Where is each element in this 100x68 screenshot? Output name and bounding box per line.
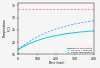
On Fans + possible	[17, 49, 19, 50]
Safety temperature	[42, 8, 44, 9]
X-axis label: Time (min): Time (min)	[48, 61, 64, 65]
Natural convection	[17, 49, 19, 50]
On Fans + possible	[72, 24, 74, 25]
Line: On Fans + possible: On Fans + possible	[18, 21, 94, 50]
Natural convection	[27, 44, 28, 45]
Safety temperature	[17, 8, 19, 9]
Legend: Natural convection, On Fans + possible, Safety temperature: Natural convection, On Fans + possible, …	[66, 47, 93, 53]
Safety temperature	[27, 8, 28, 9]
Natural convection	[94, 30, 95, 31]
Safety temperature	[48, 8, 49, 9]
On Fans + possible	[27, 42, 28, 43]
Natural convection	[48, 37, 49, 38]
Safety temperature	[94, 8, 95, 9]
Natural convection	[72, 32, 74, 33]
On Fans + possible	[73, 24, 74, 25]
On Fans + possible	[94, 20, 95, 21]
On Fans + possible	[42, 34, 44, 35]
Natural convection	[73, 32, 74, 33]
Safety temperature	[73, 8, 74, 9]
Natural convection	[42, 38, 44, 39]
Safety temperature	[72, 8, 74, 9]
Natural convection	[65, 33, 67, 34]
Line: Natural convection: Natural convection	[18, 31, 94, 50]
Safety temperature	[65, 8, 67, 9]
Y-axis label: Temperature
(°C): Temperature (°C)	[3, 19, 11, 38]
On Fans + possible	[48, 31, 49, 32]
